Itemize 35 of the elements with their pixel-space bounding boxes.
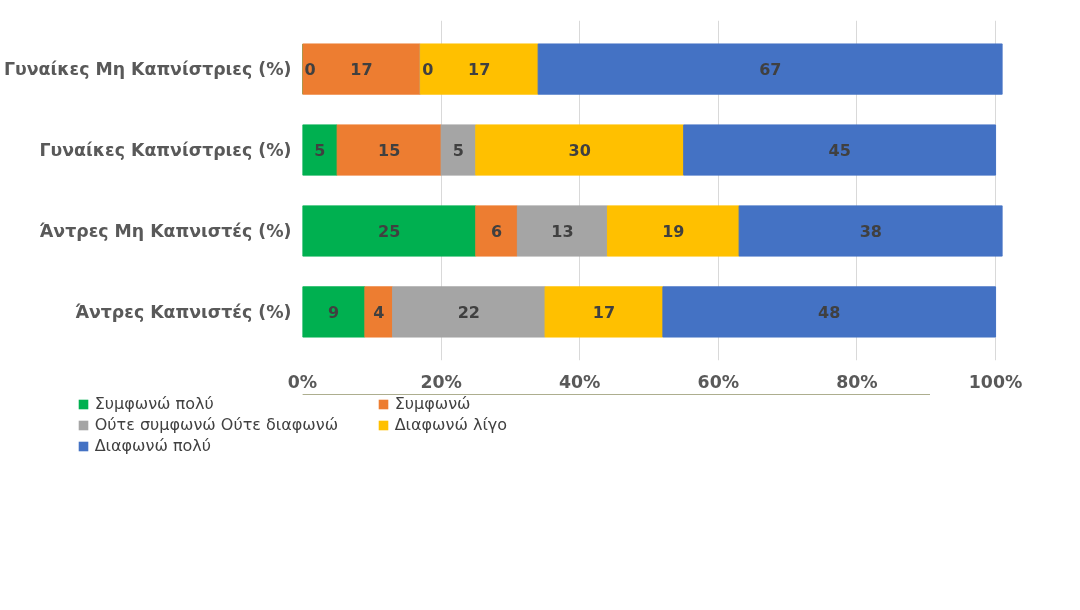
legend-label: Διαφωνώ λίγο xyxy=(394,415,509,434)
data-label: 6 xyxy=(490,221,503,241)
data-label: 13 xyxy=(551,221,574,241)
data-label: 5 xyxy=(314,141,326,161)
data-label: 38 xyxy=(859,221,882,241)
x-tick-label: 40% xyxy=(558,371,601,392)
data-label: 5 xyxy=(452,141,465,161)
data-label: 48 xyxy=(818,302,841,322)
y-tick-label: Άντρες Μη Καπνιστές (%) xyxy=(39,220,292,241)
y-tick-label: Γυναίκες Καπνίστριες (%) xyxy=(39,140,292,161)
x-tick-label: 0% xyxy=(287,371,318,392)
data-label: 0 xyxy=(304,60,316,80)
legend-label: Συμφωνώ πολύ xyxy=(94,394,215,413)
y-tick-label: Άντρες Καπνιστές (%) xyxy=(75,301,292,322)
data-label: 17 xyxy=(592,302,616,322)
legend-label: Συμφωνώ xyxy=(394,394,472,413)
data-label: 30 xyxy=(568,141,591,161)
x-tick-label: 80% xyxy=(836,371,878,392)
legend-label: Διαφωνώ πολύ xyxy=(94,436,213,455)
x-tick-label: 100% xyxy=(968,371,1023,392)
data-label: 4 xyxy=(373,302,385,322)
y-tick-label: Γυναίκες Μη Καπνίστριες (%) xyxy=(3,59,292,80)
legend-label: Ούτε συμφωνώ Ούτε διαφωνώ xyxy=(94,415,340,434)
data-label: 9 xyxy=(328,302,340,322)
data-label: 0 xyxy=(422,60,434,80)
data-label: 19 xyxy=(662,221,685,241)
x-tick-label: 20% xyxy=(420,371,462,392)
data-label: 45 xyxy=(828,141,851,161)
data-label: 67 xyxy=(759,60,782,80)
data-label: 17 xyxy=(350,60,373,80)
data-label: 22 xyxy=(457,302,480,322)
x-tick-label: 60% xyxy=(697,371,740,392)
data-label: 17 xyxy=(468,60,491,80)
data-label: 25 xyxy=(378,221,401,241)
data-label: 15 xyxy=(378,141,401,161)
